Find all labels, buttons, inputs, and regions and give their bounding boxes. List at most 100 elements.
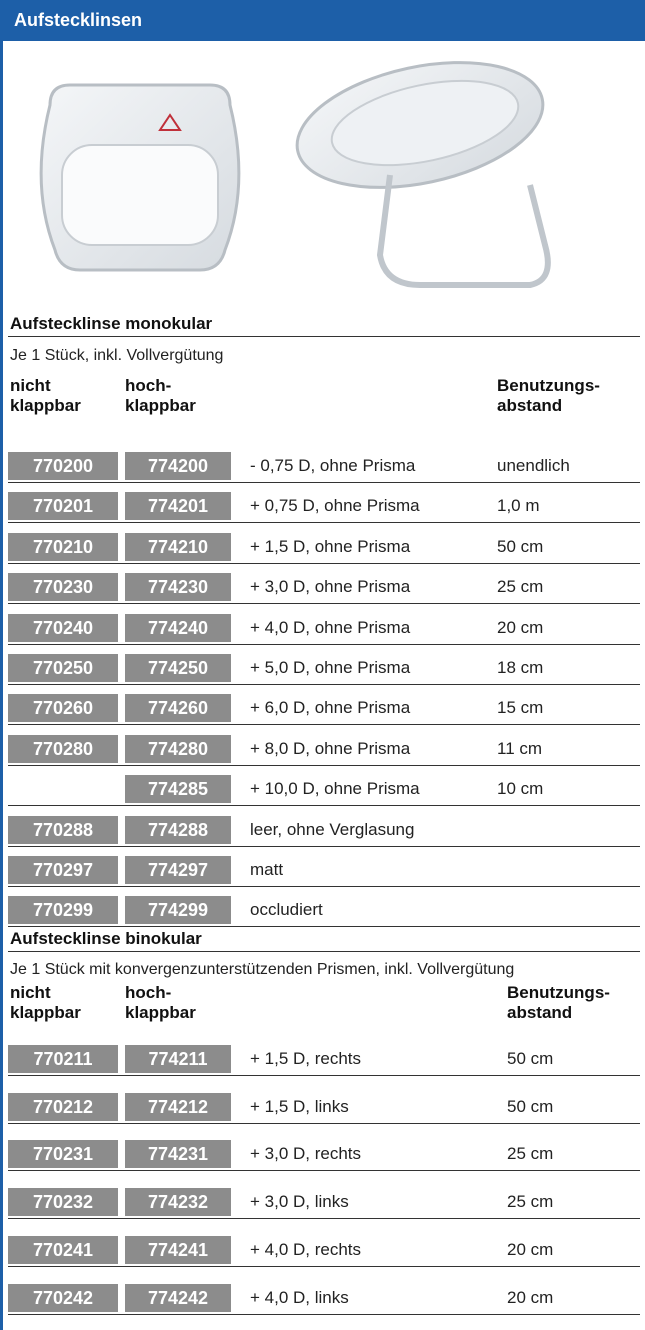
description: + 1,5 D, rechts	[250, 1049, 361, 1069]
description: + 1,5 D, links	[250, 1097, 349, 1117]
article-number: 774299	[125, 896, 231, 924]
distance: 25 cm	[507, 1144, 553, 1164]
row-rule	[8, 724, 640, 725]
row-rule	[8, 1218, 640, 1219]
column-header: hoch-	[125, 376, 171, 396]
column-header: klappbar	[125, 396, 196, 416]
article-number: 770201	[8, 492, 118, 520]
article-number: 770299	[8, 896, 118, 924]
row-rule	[8, 1314, 640, 1315]
section-title: Aufstecklinse binokular	[10, 929, 202, 949]
article-number: 774280	[125, 735, 231, 763]
description: + 5,0 D, ohne Prisma	[250, 658, 410, 678]
left-border	[0, 41, 3, 1330]
article-number: 770200	[8, 452, 118, 480]
article-number: 774242	[125, 1284, 231, 1312]
row-rule	[8, 1123, 640, 1124]
article-number: 774250	[125, 654, 231, 682]
row-rule	[8, 805, 640, 806]
row-rule	[8, 603, 640, 604]
description: + 10,0 D, ohne Prisma	[250, 779, 420, 799]
distance: 25 cm	[507, 1192, 553, 1212]
column-header: klappbar	[10, 396, 81, 416]
column-header: klappbar	[10, 1003, 81, 1023]
product-images	[10, 45, 630, 310]
distance: 25 cm	[497, 577, 543, 597]
article-number: 770288	[8, 816, 118, 844]
column-header: abstand	[507, 1003, 572, 1023]
page: Aufstecklinsen Aufstecklinse monokularJe…	[0, 0, 645, 1330]
article-number: 770211	[8, 1045, 118, 1073]
row-rule	[8, 1075, 640, 1076]
distance: 11 cm	[497, 739, 542, 759]
distance: 18 cm	[497, 658, 543, 678]
column-header: klappbar	[125, 1003, 196, 1023]
article-number: 774210	[125, 533, 231, 561]
distance: 50 cm	[507, 1097, 553, 1117]
article-number: 774212	[125, 1093, 231, 1121]
distance: 20 cm	[507, 1288, 553, 1308]
article-number: 770212	[8, 1093, 118, 1121]
description: - 0,75 D, ohne Prisma	[250, 456, 415, 476]
article-number: 774297	[125, 856, 231, 884]
article-number: 774232	[125, 1188, 231, 1216]
description: occludiert	[250, 900, 323, 920]
distance: 15 cm	[497, 698, 543, 718]
description: + 6,0 D, ohne Prisma	[250, 698, 410, 718]
article-number: 770230	[8, 573, 118, 601]
article-number: 774231	[125, 1140, 231, 1168]
description: + 4,0 D, ohne Prisma	[250, 618, 410, 638]
article-number: 774200	[125, 452, 231, 480]
description: + 8,0 D, ohne Prisma	[250, 739, 410, 759]
article-number: 770280	[8, 735, 118, 763]
article-number: 774201	[125, 492, 231, 520]
distance: 50 cm	[497, 537, 543, 557]
article-number: 774288	[125, 816, 231, 844]
row-rule	[8, 563, 640, 564]
article-number: 770250	[8, 654, 118, 682]
article-number: 774240	[125, 614, 231, 642]
column-header: nicht	[10, 983, 51, 1003]
row-rule	[8, 765, 640, 766]
section-subtitle: Je 1 Stück, inkl. Vollvergütung	[10, 347, 223, 365]
description: + 4,0 D, links	[250, 1288, 349, 1308]
description: leer, ohne Verglasung	[250, 820, 414, 840]
article-number: 774230	[125, 573, 231, 601]
article-number: 774260	[125, 694, 231, 722]
row-rule	[8, 846, 640, 847]
description: + 1,5 D, ohne Prisma	[250, 537, 410, 557]
column-header: abstand	[497, 396, 562, 416]
row-rule	[8, 522, 640, 523]
article-number: 774285	[125, 775, 231, 803]
row-rule	[8, 886, 640, 887]
column-header: hoch-	[125, 983, 171, 1003]
description: + 3,0 D, rechts	[250, 1144, 361, 1164]
article-number: 770242	[8, 1284, 118, 1312]
article-number: 770232	[8, 1188, 118, 1216]
article-number: 770240	[8, 614, 118, 642]
column-header: nicht	[10, 376, 51, 396]
article-number: 774241	[125, 1236, 231, 1264]
row-rule	[8, 644, 640, 645]
distance: unendlich	[497, 456, 570, 476]
column-header: Benutzungs-	[507, 983, 610, 1003]
description: + 3,0 D, links	[250, 1192, 349, 1212]
header-title: Aufstecklinsen	[14, 10, 142, 31]
distance: 1,0 m	[497, 496, 540, 516]
description: + 4,0 D, rechts	[250, 1240, 361, 1260]
article-number: 770260	[8, 694, 118, 722]
row-rule	[8, 926, 640, 927]
distance: 10 cm	[497, 779, 543, 799]
description: + 0,75 D, ohne Prisma	[250, 496, 420, 516]
article-number: 770297	[8, 856, 118, 884]
distance: 20 cm	[497, 618, 543, 638]
article-number: 770231	[8, 1140, 118, 1168]
description: matt	[250, 860, 283, 880]
article-number: 774211	[125, 1045, 231, 1073]
article-number: 770210	[8, 533, 118, 561]
distance: 20 cm	[507, 1240, 553, 1260]
row-rule	[8, 684, 640, 685]
title-rule	[8, 951, 640, 952]
row-rule	[8, 1170, 640, 1171]
column-header: Benutzungs-	[497, 376, 600, 396]
